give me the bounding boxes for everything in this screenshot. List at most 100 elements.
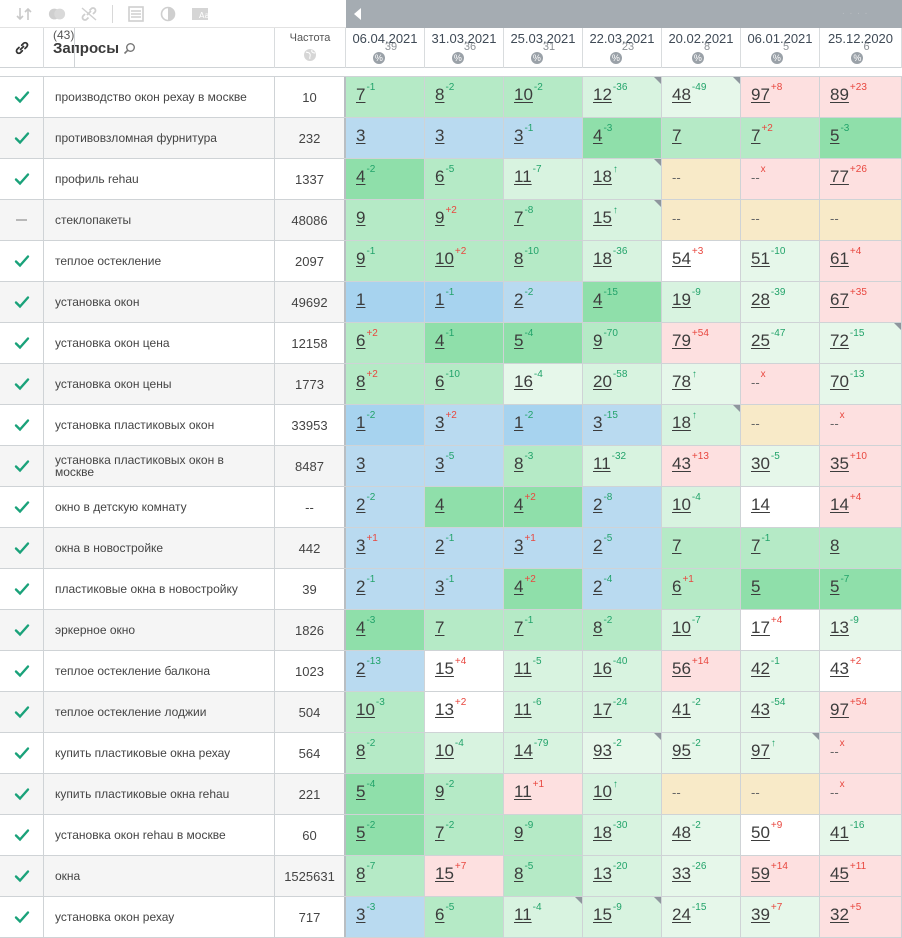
position-cell[interactable]: 6-5 [425,897,504,937]
position-value[interactable]: 43 [830,659,849,678]
position-value[interactable]: -- [672,170,681,185]
position-cell[interactable]: 43-54 [741,692,820,732]
position-cell[interactable]: 97+8 [741,77,820,117]
check-icon[interactable] [14,664,30,678]
position-cell[interactable]: 1 [346,282,425,322]
position-value[interactable]: 6 [435,167,445,186]
position-cell[interactable]: 11+1 [504,774,583,814]
position-cell[interactable]: 13+2 [425,692,504,732]
position-cell[interactable]: 15+7 [425,856,504,896]
position-value[interactable]: 15 [593,208,612,227]
query-text[interactable]: купить пластиковые окна рехау [44,733,275,773]
position-cell[interactable]: 50+9 [741,815,820,855]
position-value[interactable]: 8 [356,372,366,391]
position-cell[interactable]: -- [662,200,741,240]
position-cell[interactable]: 4-3 [583,118,662,158]
position-cell[interactable]: 11-7 [504,159,583,199]
position-cell[interactable]: 14+4 [820,487,902,527]
position-value[interactable]: 6 [672,577,682,596]
position-cell[interactable]: 48-2 [662,815,741,855]
position-value[interactable]: -- [830,416,839,431]
position-value[interactable]: 8 [356,741,366,760]
position-value[interactable]: 5 [751,577,761,596]
position-value[interactable]: 17 [593,700,612,719]
position-cell[interactable]: 10-2 [504,77,583,117]
position-value[interactable]: 15 [435,659,454,678]
position-cell[interactable]: 2-1 [425,528,504,568]
check-icon[interactable] [14,418,30,432]
date-column-header[interactable]: 25.03.2021 %31 [504,28,583,68]
position-cell[interactable]: 8-3 [504,446,583,486]
position-cell[interactable]: 4+2 [504,569,583,609]
position-cell[interactable]: 78↑ [662,364,741,404]
position-cell[interactable]: 4-15 [583,282,662,322]
position-cell[interactable]: 3-15 [583,405,662,445]
date-column-header[interactable]: 06.01.2021 %5 [741,28,820,68]
position-value[interactable]: 20 [593,372,612,391]
position-cell[interactable]: 3+1 [346,528,425,568]
position-value[interactable]: 7 [435,823,445,842]
position-cell[interactable]: 10-4 [425,733,504,773]
check-icon[interactable] [14,828,30,842]
row-status-cell[interactable] [0,897,44,937]
position-cell[interactable]: 2-2 [504,282,583,322]
position-value[interactable]: 10 [435,249,454,268]
position-cell[interactable]: 8-2 [346,733,425,773]
position-value[interactable]: 13 [435,700,454,719]
position-cell[interactable]: 13-9 [820,610,902,650]
position-cell[interactable]: 97+54 [820,692,902,732]
position-cell[interactable]: 3-3 [346,897,425,937]
position-value[interactable]: 11 [593,454,611,473]
position-cell[interactable]: 7 [662,528,741,568]
position-cell[interactable]: 24-15 [662,897,741,937]
row-status-cell[interactable] [0,528,44,568]
percent-icon[interactable]: % [372,52,385,64]
position-cell[interactable]: 7-1 [741,528,820,568]
position-value[interactable]: 10 [672,618,691,637]
header-queries[interactable]: Запросы (43) [44,28,275,68]
position-value[interactable]: 4 [356,167,366,186]
position-value[interactable]: 8 [830,536,840,555]
position-value[interactable]: -- [672,211,681,226]
position-cell[interactable]: 4-1 [425,323,504,363]
query-text[interactable]: купить пластиковые окна rehau [44,774,275,814]
date-scroll-bar[interactable]: . . . . [346,0,902,28]
position-cell[interactable]: 95-2 [662,733,741,773]
position-value[interactable]: 10 [356,700,375,719]
position-cell[interactable]: 8-2 [583,610,662,650]
query-text[interactable]: установка окон цены [44,364,275,404]
percent-icon[interactable]: % [530,52,543,64]
row-status-cell[interactable] [0,77,44,117]
position-cell[interactable]: 9 [346,200,425,240]
position-value[interactable]: 4 [593,126,603,145]
position-cell[interactable]: 93-2 [583,733,662,773]
position-value[interactable]: -- [830,211,839,226]
position-value[interactable]: 11 [514,167,532,186]
position-cell[interactable]: 51-10 [741,241,820,281]
position-cell[interactable]: 1-2 [504,405,583,445]
row-status-cell[interactable] [0,159,44,199]
row-status-cell[interactable] [0,651,44,691]
date-column-header[interactable]: 20.02.2021 %8 [662,28,741,68]
table-icon[interactable] [127,5,145,22]
position-cell[interactable]: 10+2 [425,241,504,281]
position-value[interactable]: 7 [435,618,445,637]
position-cell[interactable]: 12-36 [583,77,662,117]
position-cell[interactable]: 6+2 [346,323,425,363]
position-value[interactable]: 14 [830,495,849,514]
position-value[interactable]: 6 [356,331,366,350]
position-value[interactable]: 70 [830,372,849,391]
position-cell[interactable]: 5-4 [504,323,583,363]
position-value[interactable]: 7 [514,618,524,637]
position-cell[interactable]: 5-4 [346,774,425,814]
position-value[interactable]: 15 [435,864,454,883]
position-value[interactable]: 1 [435,290,445,309]
query-text[interactable]: установка окон цена [44,323,275,363]
position-value[interactable]: 8 [514,454,524,473]
row-status-cell[interactable] [0,446,44,486]
position-cell[interactable]: 14 [741,487,820,527]
position-value[interactable]: 2 [356,659,366,678]
position-value[interactable]: 24 [672,905,691,924]
position-value[interactable]: 95 [672,741,691,760]
contrast-icon[interactable] [159,6,177,22]
